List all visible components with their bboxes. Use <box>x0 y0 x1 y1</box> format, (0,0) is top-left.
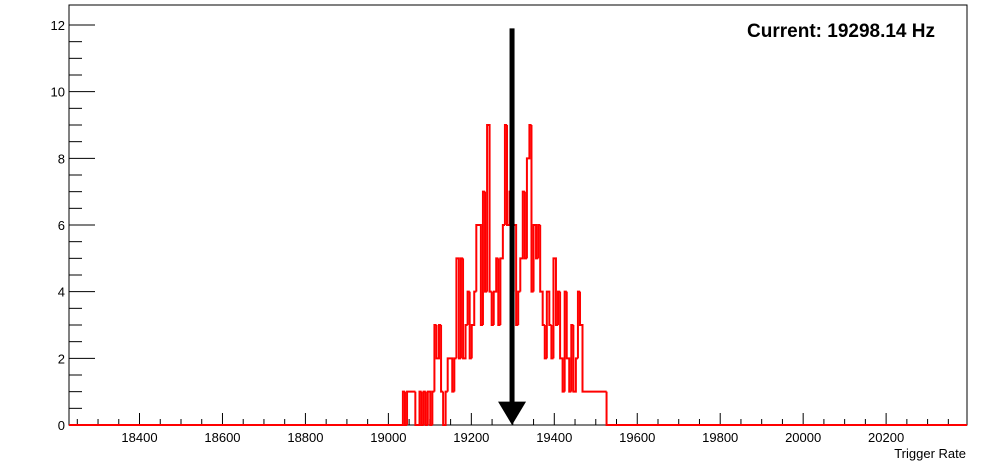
x-tick-label: 18800 <box>287 430 323 445</box>
x-tick-label: 19600 <box>619 430 655 445</box>
y-tick-label: 10 <box>51 85 65 100</box>
plot-frame <box>68 4 968 426</box>
x-tick-label: 19800 <box>702 430 738 445</box>
histogram-series <box>69 124 967 426</box>
y-axis-ticks: 0 2 4 6 8 10 12 <box>51 18 95 433</box>
x-tick-label: 19200 <box>453 430 489 445</box>
x-tick-label: 20000 <box>785 430 821 445</box>
y-tick-label: 4 <box>58 285 65 300</box>
x-tick-label: 20200 <box>868 430 904 445</box>
x-tick-label: 18600 <box>204 430 240 445</box>
y-tick-label: 8 <box>58 151 65 166</box>
x-tick-label: 19000 <box>370 430 406 445</box>
x-tick-label: 19400 <box>536 430 572 445</box>
current-rate-arrow <box>498 28 527 425</box>
current-rate-annotation: Current: 19298.14 Hz <box>747 21 935 42</box>
y-tick-label: 0 <box>58 418 65 433</box>
x-axis-ticks: 18400 18600 18800 19000 19200 19400 19600 19800… <box>76 413 949 445</box>
y-tick-label: 6 <box>58 218 65 233</box>
x-axis-label: Trigger Rate <box>894 446 966 461</box>
y-tick-label: 12 <box>51 18 65 33</box>
x-tick-label: 18400 <box>121 430 157 445</box>
y-tick-label: 2 <box>58 351 65 366</box>
arrow-head <box>498 401 527 425</box>
